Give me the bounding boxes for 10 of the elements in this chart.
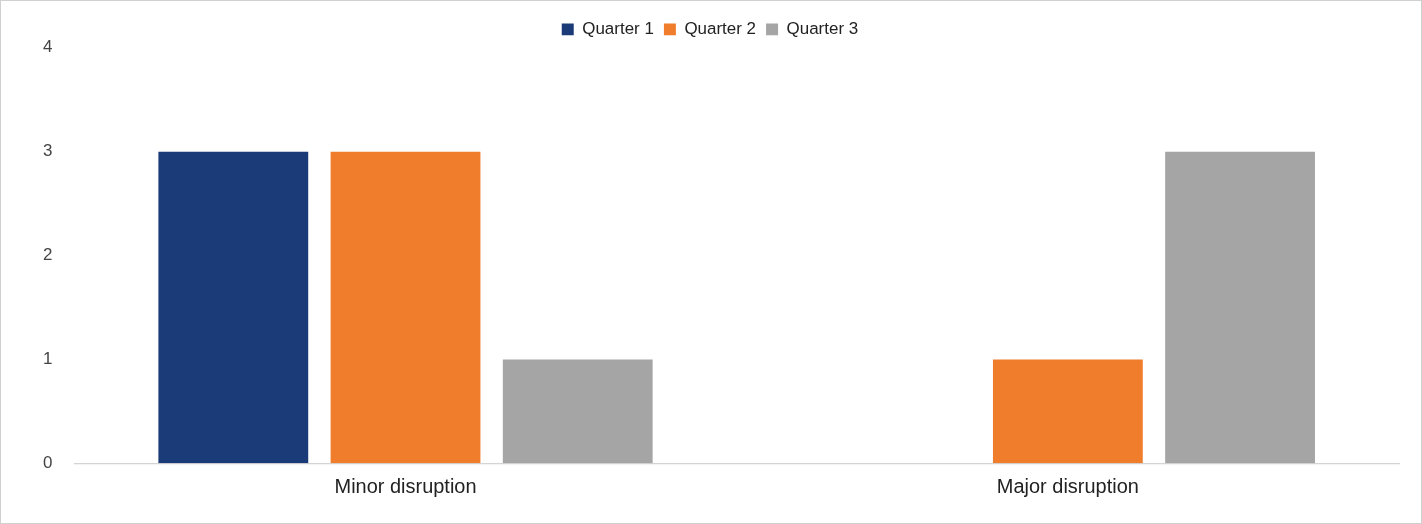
- legend-label: Quarter 1: [582, 19, 654, 39]
- x-tick-label: Major disruption: [996, 474, 1139, 497]
- y-tick-label: 2: [42, 245, 53, 265]
- y-tick-label: 0: [42, 452, 53, 472]
- y-tick-label: 1: [42, 349, 53, 369]
- legend-label: Quarter 3: [786, 19, 859, 39]
- x-tick-label: Minor disruption: [334, 474, 477, 497]
- y-tick-label: 4: [42, 37, 53, 57]
- legend-label: Quarter 2: [684, 19, 757, 39]
- y-tick-label: 3: [42, 141, 53, 161]
